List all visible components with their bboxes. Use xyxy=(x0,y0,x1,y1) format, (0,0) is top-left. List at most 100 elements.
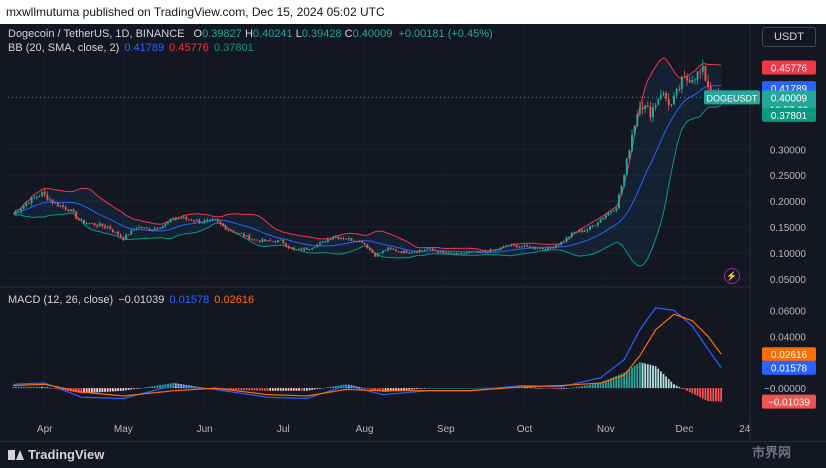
macd-histogram-bar xyxy=(442,388,445,389)
macd-histogram-bar xyxy=(586,385,589,389)
candle-body xyxy=(452,253,455,255)
macd-histogram-bar xyxy=(98,388,101,393)
macd-histogram-bar xyxy=(243,388,245,391)
macd-line xyxy=(13,307,722,400)
macd-histogram-bar xyxy=(316,388,319,390)
candle-body xyxy=(216,219,219,222)
macd-histogram-bar xyxy=(326,387,329,389)
candle-body xyxy=(77,218,80,220)
candle-body xyxy=(109,226,112,230)
macd-histogram-bar xyxy=(686,388,688,391)
macd-histogram-bar xyxy=(62,388,64,391)
macd-histogram-bar xyxy=(96,388,99,393)
candle-body xyxy=(119,235,122,238)
macd-histogram-bar xyxy=(130,388,133,390)
macd-histogram-bar xyxy=(361,387,363,389)
candle-body xyxy=(497,249,500,251)
macd-histogram-bar xyxy=(429,388,432,389)
watermark: 市界网 xyxy=(752,445,792,460)
candle-body xyxy=(269,240,272,242)
currency-button[interactable]: USDT xyxy=(762,27,816,47)
candle-body xyxy=(617,194,620,209)
candle-body xyxy=(324,241,327,242)
footer-bar xyxy=(0,441,826,468)
candle-body xyxy=(547,247,550,250)
candle-body xyxy=(146,227,148,229)
candle-body xyxy=(177,217,180,219)
macd-histogram-bar xyxy=(523,387,526,389)
macd-histogram-bar xyxy=(565,388,568,389)
candle-body xyxy=(93,223,96,226)
macd-histogram-bar xyxy=(266,388,269,391)
candle-body xyxy=(33,197,36,199)
candle-body xyxy=(67,209,70,212)
macd-histogram-bar xyxy=(471,388,473,389)
macd-histogram-bar xyxy=(109,388,112,392)
candle-body xyxy=(159,228,162,230)
candle-body xyxy=(610,211,612,213)
macd-histogram-bar xyxy=(426,388,429,389)
candle-body xyxy=(636,114,639,126)
time-tick-label: Nov xyxy=(597,424,615,435)
candle-body xyxy=(594,225,597,226)
candle-body xyxy=(680,76,683,90)
candle-body xyxy=(505,246,508,247)
macd-histogram-bar xyxy=(625,370,628,389)
macd-histogram-bar xyxy=(607,379,610,389)
candle-body xyxy=(250,239,253,241)
candle-body xyxy=(468,252,471,253)
candle-body xyxy=(518,246,521,248)
candle-body xyxy=(114,231,117,233)
candle-body xyxy=(279,239,282,241)
macd-histogram-bar xyxy=(303,388,306,391)
candle-body xyxy=(350,237,353,241)
time-tick-label: Jul xyxy=(277,424,290,435)
candle-body xyxy=(397,251,400,253)
macd-histogram-bar xyxy=(531,387,534,389)
candle-body xyxy=(539,248,542,249)
candle-body xyxy=(298,248,300,250)
macd-histogram-bar xyxy=(618,374,620,389)
macd-histogram-bar xyxy=(573,387,576,389)
candle-body xyxy=(305,248,308,250)
macd-histogram-bar xyxy=(138,388,140,389)
macd-histogram-bar xyxy=(122,388,125,391)
candle-body xyxy=(418,250,421,253)
candle-body xyxy=(130,230,133,235)
candle-body xyxy=(463,253,466,255)
bolt-icon[interactable]: ⚡ xyxy=(724,268,740,284)
macd-histogram-bar xyxy=(379,388,382,392)
macd-histogram-bar xyxy=(403,388,405,391)
macd-histogram-bar xyxy=(93,388,96,393)
candle-body xyxy=(544,248,547,250)
macd-histogram-bar xyxy=(337,385,340,389)
candle-body xyxy=(704,66,707,81)
macd-histogram-bar xyxy=(628,369,631,389)
candle-body xyxy=(14,211,17,215)
candle-body xyxy=(83,219,85,224)
candle-body xyxy=(662,93,665,96)
high-label: H xyxy=(244,28,253,40)
candle-body xyxy=(156,228,159,230)
candle-body xyxy=(523,245,526,247)
time-tick-label: Apr xyxy=(37,424,53,435)
macd-histogram-bar xyxy=(486,387,489,389)
macd-histogram-bar xyxy=(164,384,167,389)
candle-body xyxy=(237,233,240,234)
candle-body xyxy=(638,107,641,115)
macd-histogram-bar xyxy=(12,386,15,389)
macd-histogram-bar xyxy=(439,388,442,389)
macd-histogram-bar xyxy=(30,386,33,389)
candle-body xyxy=(198,219,201,223)
macd-histogram-bar xyxy=(591,384,594,389)
price-tick-label: 0.15000 xyxy=(770,223,807,234)
macd-histogram-bar xyxy=(638,362,641,389)
time-tick-label: Sep xyxy=(437,424,455,435)
macd-histogram-bar xyxy=(355,386,358,389)
candle-body xyxy=(164,223,167,227)
candle-body xyxy=(426,248,429,250)
macd-histogram-bar xyxy=(25,386,28,389)
macd-histogram-bar xyxy=(363,388,366,389)
macd-histogram-bar xyxy=(51,388,54,389)
